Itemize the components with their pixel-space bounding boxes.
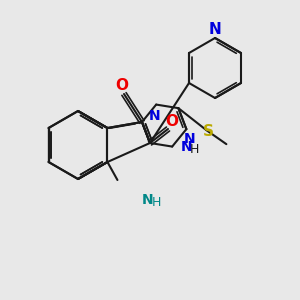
Text: N: N xyxy=(180,140,192,154)
Text: O: O xyxy=(166,113,178,128)
Text: N: N xyxy=(184,132,195,146)
Text: N: N xyxy=(208,22,221,37)
Text: H: H xyxy=(190,143,199,156)
Text: O: O xyxy=(116,77,128,92)
Text: N: N xyxy=(142,193,154,207)
Text: H: H xyxy=(151,196,161,209)
Text: S: S xyxy=(203,124,214,139)
Text: N: N xyxy=(148,109,160,123)
